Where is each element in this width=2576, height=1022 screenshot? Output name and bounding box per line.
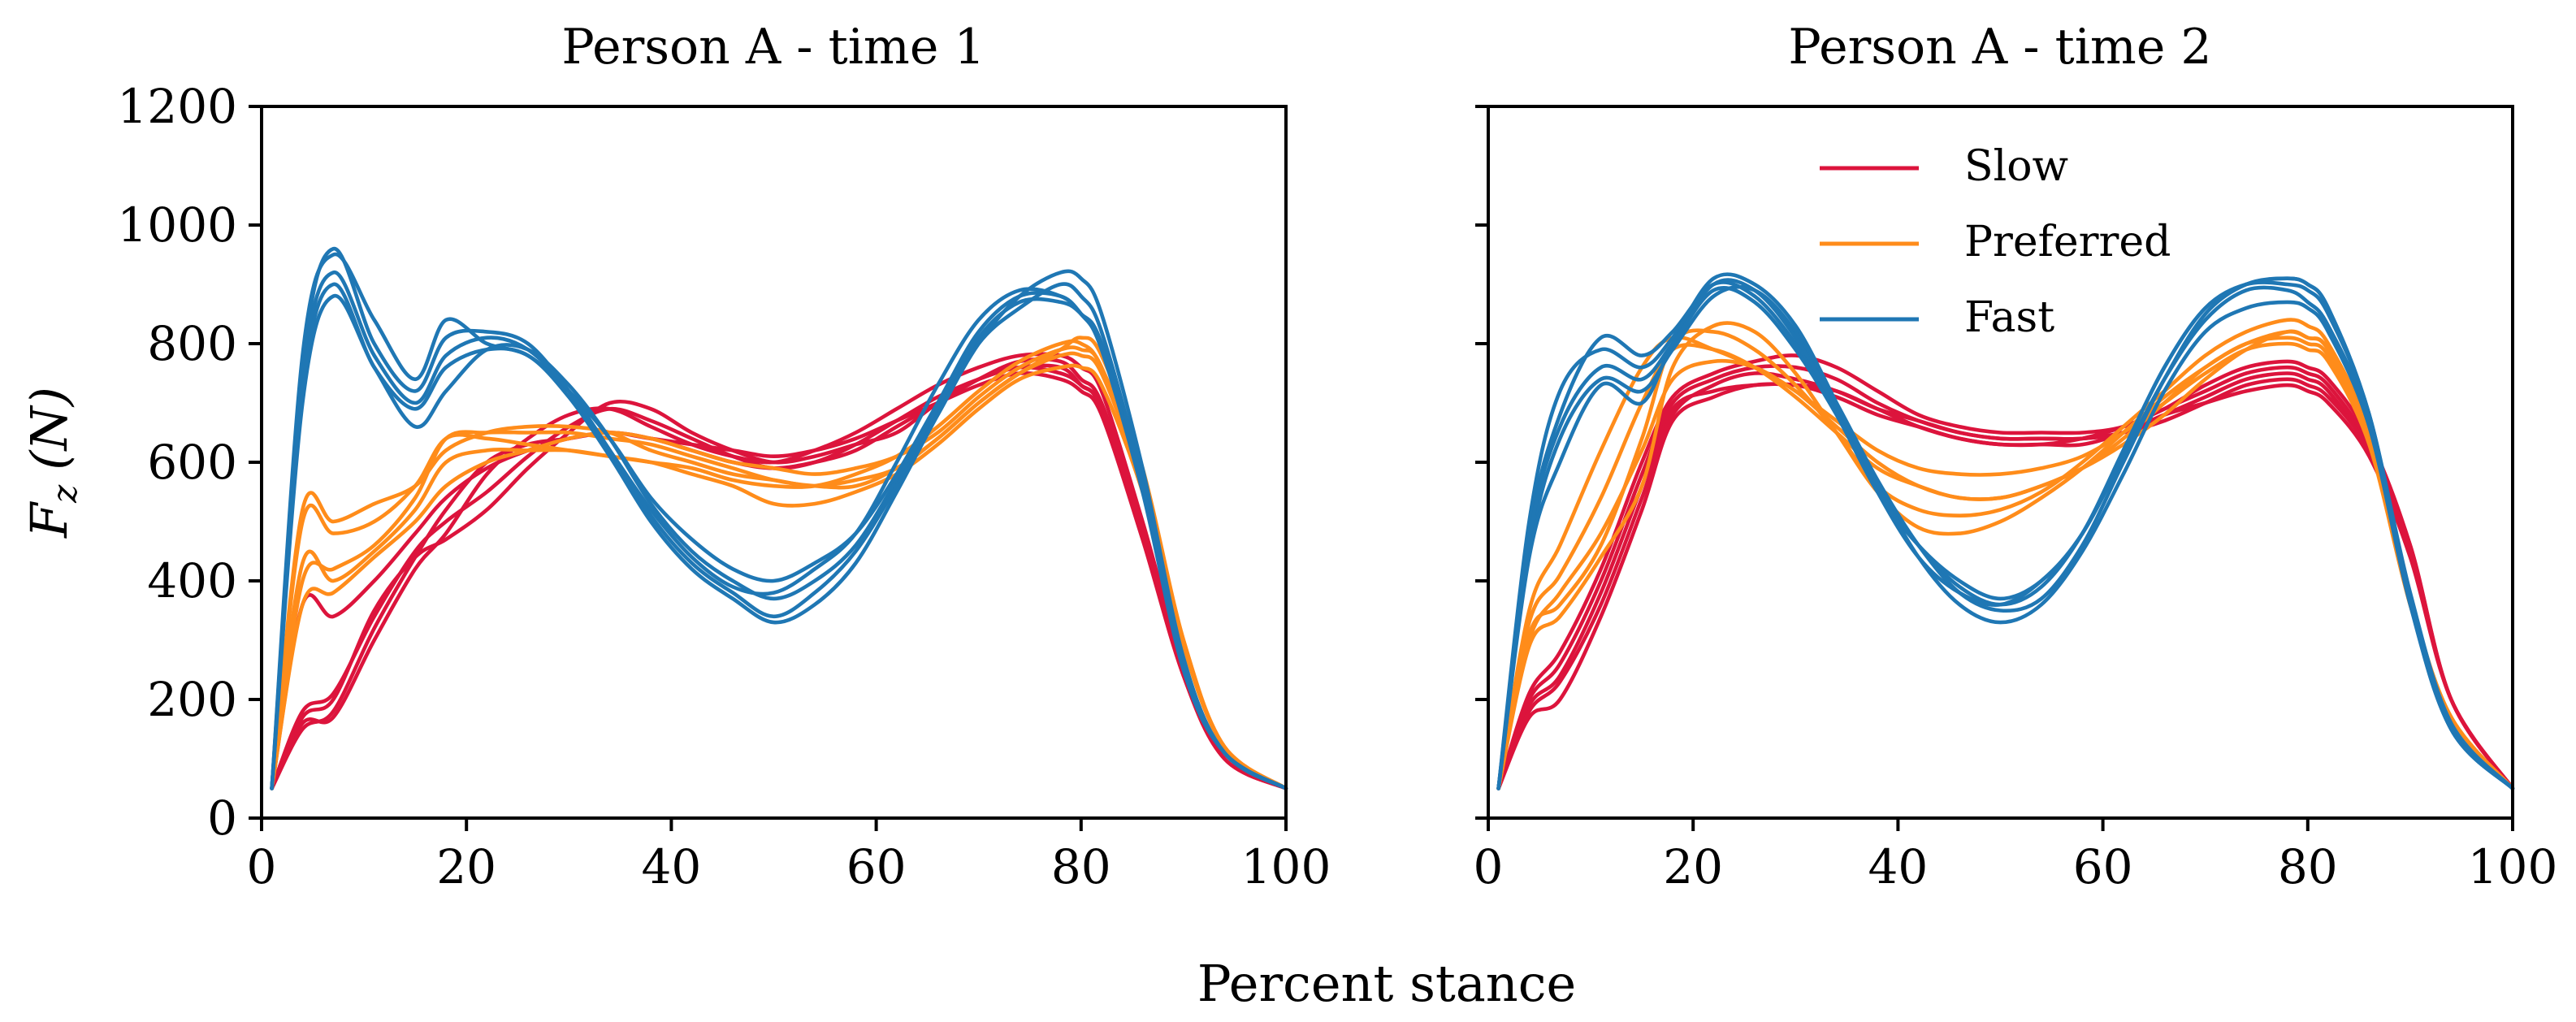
panel-title: Person A - time 1 (561, 19, 985, 76)
panel-curves (270, 246, 1288, 790)
x-axis: 0 20 40 60 80 100 (247, 818, 1331, 894)
legend: Slow Preferred Fast (1820, 142, 2171, 342)
legend-label-fast: Fast (1964, 293, 2054, 342)
y-tick-label: 200 (147, 672, 237, 727)
x-tick-label: 20 (1663, 839, 1723, 894)
panel-title: Person A - time 2 (1788, 19, 2211, 76)
series-fast-trial-4 (1496, 272, 2515, 790)
panel-time-1: 0 20 40 60 80 100 0 200 400 600 800 1000 1200 Perso… (117, 19, 1331, 894)
legend-label-preferred: Preferred (1964, 218, 2171, 266)
x-tick-label: 60 (846, 839, 907, 894)
series-preferred-trial-4 (1496, 329, 2515, 790)
y-tick-label: 800 (147, 316, 237, 371)
x-tick-label: 20 (436, 839, 496, 894)
series-fast-trial-2 (270, 246, 1288, 790)
series-preferred-trial-5 (270, 351, 1288, 790)
series-preferred-trial-1 (270, 339, 1288, 790)
x-tick-label: 100 (2468, 839, 2558, 894)
x-axis: 0 20 40 60 80 100 (1474, 818, 2558, 894)
x-tick-label: 80 (1051, 839, 1111, 894)
series-preferred-trial-3 (270, 363, 1288, 790)
y-tick-label: 0 (207, 790, 237, 846)
panel-curves (1496, 272, 2515, 790)
x-tick-label: 0 (247, 839, 277, 894)
y-axis (1475, 105, 1488, 820)
series-fast-trial-3 (1496, 278, 2515, 790)
x-axis-label: Percent stance (1197, 954, 1576, 1013)
series-preferred-trial-4 (270, 345, 1288, 790)
y-axis-symbol: F (19, 501, 79, 539)
y-tick-label: 600 (147, 435, 237, 490)
y-axis-subscript: z (45, 484, 84, 504)
series-slow-trial-3 (1496, 353, 2515, 790)
x-tick-label: 100 (1241, 839, 1331, 894)
x-tick-label: 40 (1868, 839, 1928, 894)
y-tick-label: 400 (147, 553, 237, 608)
x-tick-label: 80 (2278, 839, 2338, 894)
series-slow-trial-1 (270, 352, 1288, 790)
legend-label-slow: Slow (1964, 142, 2068, 191)
y-axis-label: Fz (N) (19, 387, 84, 539)
y-axis-unit: (N) (19, 387, 79, 470)
series-preferred-trial-3 (1496, 321, 2515, 790)
series-preferred-trial-5 (1496, 341, 2515, 790)
x-tick-label: 60 (2073, 839, 2133, 894)
y-tick-label: 1200 (117, 79, 237, 134)
y-tick-label: 1000 (117, 197, 237, 253)
y-axis: 0 200 400 600 800 1000 1200 (117, 79, 262, 846)
x-tick-label: 0 (1474, 839, 1504, 894)
series-fast-trial-5 (1496, 285, 2515, 790)
x-tick-label: 40 (641, 839, 701, 894)
series-fast-trial-4 (270, 271, 1288, 790)
series-slow-trial-4 (1496, 371, 2515, 790)
series-fast-trial-5 (270, 269, 1288, 790)
panel-time-2: 0 20 40 60 80 100 Person A - time 2 (1474, 19, 2558, 894)
